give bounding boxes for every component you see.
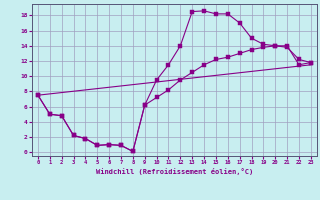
X-axis label: Windchill (Refroidissement éolien,°C): Windchill (Refroidissement éolien,°C) bbox=[96, 168, 253, 175]
